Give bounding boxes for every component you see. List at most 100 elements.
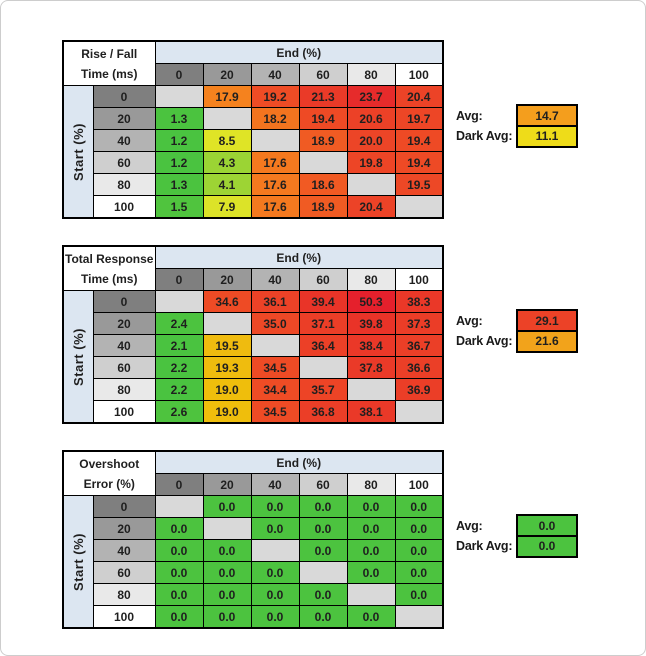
data-cell[interactable]: 7.9 [202, 195, 252, 219]
data-cell[interactable]: 0.0 [250, 583, 300, 606]
data-cell[interactable]: 20.4 [394, 85, 444, 108]
data-cell[interactable]: 19.5 [394, 173, 444, 196]
data-cell[interactable]: 38.4 [346, 334, 396, 357]
blank-cell[interactable] [250, 334, 300, 357]
data-cell[interactable]: 38.1 [346, 400, 396, 424]
data-cell[interactable]: 19.2 [250, 85, 300, 108]
data-cell[interactable]: 0.0 [298, 495, 348, 518]
dark-avg-value-box[interactable]: 21.6 [516, 329, 578, 353]
data-cell[interactable]: 0.0 [298, 539, 348, 562]
data-cell[interactable]: 36.9 [394, 378, 444, 401]
data-cell[interactable]: 0.0 [346, 605, 396, 629]
data-cell[interactable]: 37.8 [346, 356, 396, 379]
data-cell[interactable]: 36.6 [394, 356, 444, 379]
blank-cell[interactable] [346, 173, 396, 196]
blank-cell[interactable] [154, 85, 204, 108]
data-cell[interactable]: 1.5 [154, 195, 204, 219]
data-cell[interactable]: 18.2 [250, 107, 300, 130]
data-cell[interactable]: 23.7 [346, 85, 396, 108]
data-cell[interactable]: 0.0 [202, 495, 252, 518]
data-cell[interactable]: 1.2 [154, 151, 204, 174]
blank-cell[interactable] [298, 561, 348, 584]
data-cell[interactable]: 0.0 [250, 495, 300, 518]
data-cell[interactable]: 0.0 [202, 561, 252, 584]
data-cell[interactable]: 0.0 [346, 539, 396, 562]
data-cell[interactable]: 2.1 [154, 334, 204, 357]
data-cell[interactable]: 0.0 [154, 583, 204, 606]
data-cell[interactable]: 0.0 [154, 517, 204, 540]
data-cell[interactable]: 19.0 [202, 378, 252, 401]
dark-avg-value-box[interactable]: 11.1 [516, 124, 578, 148]
blank-cell[interactable] [298, 356, 348, 379]
blank-cell[interactable] [154, 495, 204, 518]
data-cell[interactable]: 2.6 [154, 400, 204, 424]
data-cell[interactable]: 37.1 [298, 312, 348, 335]
data-cell[interactable]: 17.6 [250, 195, 300, 219]
data-cell[interactable]: 19.7 [394, 107, 444, 130]
data-cell[interactable]: 36.8 [298, 400, 348, 424]
data-cell[interactable]: 0.0 [202, 583, 252, 606]
data-cell[interactable]: 34.5 [250, 356, 300, 379]
data-cell[interactable]: 0.0 [394, 539, 444, 562]
data-cell[interactable]: 39.4 [298, 290, 348, 313]
blank-cell[interactable] [394, 605, 444, 629]
data-cell[interactable]: 4.3 [202, 151, 252, 174]
blank-cell[interactable] [202, 517, 252, 540]
data-cell[interactable]: 36.7 [394, 334, 444, 357]
data-cell[interactable]: 36.1 [250, 290, 300, 313]
data-cell[interactable]: 0.0 [346, 495, 396, 518]
data-cell[interactable]: 0.0 [394, 583, 444, 606]
data-cell[interactable]: 2.4 [154, 312, 204, 335]
blank-cell[interactable] [394, 400, 444, 424]
blank-cell[interactable] [250, 539, 300, 562]
data-cell[interactable]: 17.6 [250, 151, 300, 174]
blank-cell[interactable] [154, 290, 204, 313]
data-cell[interactable]: 19.3 [202, 356, 252, 379]
data-cell[interactable]: 0.0 [298, 605, 348, 629]
data-cell[interactable]: 18.9 [298, 195, 348, 219]
data-cell[interactable]: 0.0 [202, 605, 252, 629]
data-cell[interactable]: 0.0 [394, 561, 444, 584]
data-cell[interactable]: 4.1 [202, 173, 252, 196]
data-cell[interactable]: 8.5 [202, 129, 252, 152]
data-cell[interactable]: 19.5 [202, 334, 252, 357]
data-cell[interactable]: 19.4 [298, 107, 348, 130]
data-cell[interactable]: 18.6 [298, 173, 348, 196]
data-cell[interactable]: 20.4 [346, 195, 396, 219]
data-cell[interactable]: 0.0 [394, 517, 444, 540]
data-cell[interactable]: 0.0 [154, 605, 204, 629]
data-cell[interactable]: 38.3 [394, 290, 444, 313]
data-cell[interactable]: 0.0 [250, 517, 300, 540]
data-cell[interactable]: 2.2 [154, 378, 204, 401]
data-cell[interactable]: 0.0 [202, 539, 252, 562]
data-cell[interactable]: 19.4 [394, 151, 444, 174]
data-cell[interactable]: 0.0 [346, 561, 396, 584]
blank-cell[interactable] [298, 151, 348, 174]
data-cell[interactable]: 0.0 [298, 583, 348, 606]
blank-cell[interactable] [250, 129, 300, 152]
data-cell[interactable]: 36.4 [298, 334, 348, 357]
data-cell[interactable]: 0.0 [346, 517, 396, 540]
data-cell[interactable]: 19.0 [202, 400, 252, 424]
data-cell[interactable]: 0.0 [298, 517, 348, 540]
data-cell[interactable]: 1.3 [154, 107, 204, 130]
data-cell[interactable]: 50.3 [346, 290, 396, 313]
blank-cell[interactable] [394, 195, 444, 219]
data-cell[interactable]: 39.8 [346, 312, 396, 335]
blank-cell[interactable] [346, 583, 396, 606]
data-cell[interactable]: 34.4 [250, 378, 300, 401]
data-cell[interactable]: 35.7 [298, 378, 348, 401]
data-cell[interactable]: 19.4 [394, 129, 444, 152]
data-cell[interactable]: 17.6 [250, 173, 300, 196]
data-cell[interactable]: 18.9 [298, 129, 348, 152]
data-cell[interactable]: 20.0 [346, 129, 396, 152]
blank-cell[interactable] [202, 107, 252, 130]
data-cell[interactable]: 34.5 [250, 400, 300, 424]
data-cell[interactable]: 1.2 [154, 129, 204, 152]
data-cell[interactable]: 34.6 [202, 290, 252, 313]
data-cell[interactable]: 0.0 [154, 561, 204, 584]
data-cell[interactable]: 0.0 [394, 495, 444, 518]
dark-avg-value-box[interactable]: 0.0 [516, 534, 578, 558]
blank-cell[interactable] [202, 312, 252, 335]
blank-cell[interactable] [346, 378, 396, 401]
